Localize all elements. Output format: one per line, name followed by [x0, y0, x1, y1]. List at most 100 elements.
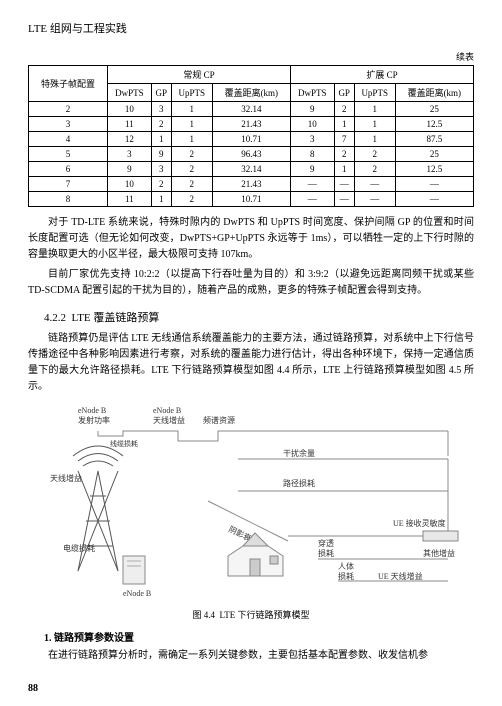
label-ant-gain-tx: 天线增益: [50, 473, 82, 483]
table-cell: 7: [29, 177, 108, 192]
table-row: 7102221.43————: [29, 177, 474, 192]
table-cell: 3: [29, 117, 108, 132]
figure-4-4: eNode B 发射功率 eNode B 天线增益 频谱资源 线缆损耗 干扰余量…: [28, 401, 474, 604]
continue-table-label: 续表: [28, 50, 474, 63]
table-row: 539296.4382225: [29, 147, 474, 162]
table-cell: 9: [290, 102, 334, 117]
table-cell: 3: [290, 132, 334, 147]
table-cell: 1: [354, 102, 395, 117]
subsection-title: 1. 链路预算参数设置: [44, 629, 474, 644]
table-row: 693232.1491212.5: [29, 162, 474, 177]
table-cell: 25: [395, 102, 473, 117]
table-cell: 2: [334, 102, 354, 117]
subsection-number: 1.: [44, 633, 52, 644]
table-cell: 2: [334, 147, 354, 162]
table-cell: —: [395, 177, 473, 192]
table-cell: 2: [354, 147, 395, 162]
paragraph-2: 目前厂家优先支持 10:2:2（以提高下行吞吐量为目的）和 3:9:2（以避免远…: [28, 267, 474, 299]
section-title: 4.2.2 LTE 覆盖链路预算: [44, 309, 474, 325]
table-cell: 3: [108, 147, 152, 162]
col-group-normal-cp: 常规 CP: [108, 66, 291, 84]
table-row: 8111210.71————: [29, 192, 474, 207]
table-row: 4121110.7137187.5: [29, 132, 474, 147]
table-row: 3112121.43101112.5: [29, 117, 474, 132]
enodeb-box-icon: [123, 556, 145, 584]
label-power: 发射功率: [78, 415, 110, 425]
table-cell: 9: [290, 162, 334, 177]
col-gp-1: GP: [151, 84, 171, 102]
col-dist-1: 覆盖距离(km): [212, 84, 290, 102]
subsection-name: 链路预算参数设置: [54, 633, 134, 644]
table-cell: 96.43: [212, 147, 290, 162]
table-cell: 9: [108, 162, 152, 177]
table-cell: —: [290, 177, 334, 192]
label-pen-loss: 损耗: [318, 548, 334, 558]
table-cell: —: [354, 192, 395, 207]
table-cell: —: [290, 192, 334, 207]
table-cell: 10: [108, 102, 152, 117]
table-cell: 2: [151, 177, 171, 192]
col-gp-2: GP: [334, 84, 354, 102]
table-cell: 2: [354, 162, 395, 177]
label-ue-cable: 其他增益: [423, 548, 455, 558]
page-number: 88: [28, 683, 38, 694]
table-cell: 7: [334, 132, 354, 147]
label-pathloss: 路径损耗: [283, 478, 315, 488]
table-cell: 32.14: [212, 162, 290, 177]
table-cell: 12.5: [395, 117, 473, 132]
table-cell: 10.71: [212, 132, 290, 147]
table-cell: 21.43: [212, 117, 290, 132]
figure-number: 图 4.4: [193, 610, 216, 620]
table-cell: 1: [171, 102, 212, 117]
label-cable: 线缆损耗: [110, 439, 138, 448]
figure-title: LTE 下行链路预算模型: [220, 610, 310, 620]
table-cell: 1: [151, 132, 171, 147]
table-cell: 11: [108, 192, 152, 207]
col-uppts-2: UpPTS: [354, 84, 395, 102]
table-cell: 8: [290, 147, 334, 162]
label-ant-sub: 天线增益: [153, 415, 185, 425]
table-cell: 2: [171, 147, 212, 162]
table-cell: 2: [171, 192, 212, 207]
page-title: LTE 组网与工程实践: [28, 20, 474, 36]
table-cell: —: [354, 177, 395, 192]
table-cell: 10: [290, 117, 334, 132]
table-cell: 1: [334, 162, 354, 177]
label-enodeb-ant: eNode B: [153, 406, 181, 415]
table-cell: 12.5: [395, 162, 473, 177]
house-icon: [228, 533, 283, 576]
paragraph-4: 在进行链路预算分析时，需确定一系列关键参数，主要包括基本配置参数、收发信机参: [28, 648, 474, 664]
table-cell: 1: [354, 117, 395, 132]
paragraph-1: 对于 TD-LTE 系统来说，特殊时隙内的 DwPTS 和 UpPTS 时间宽度…: [28, 215, 474, 263]
table-cell: 25: [395, 147, 473, 162]
table-cell: —: [334, 192, 354, 207]
table-cell: 87.5: [395, 132, 473, 147]
table-cell: 10.71: [212, 192, 290, 207]
table-cell: 1: [334, 117, 354, 132]
table-cell: —: [395, 192, 473, 207]
col-dwpts-2: DwPTS: [290, 84, 334, 102]
col-uppts-1: UpPTS: [171, 84, 212, 102]
table-cell: 4: [29, 132, 108, 147]
col-header-config: 特殊子帧配置: [29, 66, 108, 102]
table-cell: 2: [29, 102, 108, 117]
table-cell: 5: [29, 147, 108, 162]
col-dist-2: 覆盖距离(km): [395, 84, 473, 102]
table-cell: 9: [151, 147, 171, 162]
label-interf: 干扰余量: [283, 448, 315, 458]
table-cell: 2: [171, 162, 212, 177]
config-table: 特殊子帧配置 常规 CP 扩展 CP DwPTS GP UpPTS 覆盖距离(k…: [28, 65, 474, 207]
label-ue-sens: UE 接收灵敏度: [393, 518, 446, 528]
table-cell: 21.43: [212, 177, 290, 192]
table-cell: 1: [171, 117, 212, 132]
col-group-extended-cp: 扩展 CP: [290, 66, 473, 84]
section-name: LTE 覆盖链路预算: [72, 312, 160, 324]
label-ue-ant: UE 天线增益: [378, 571, 423, 581]
table-cell: 6: [29, 162, 108, 177]
label-body: 人体: [338, 561, 354, 571]
label-body-loss: 损耗: [338, 571, 354, 581]
table-cell: 2: [151, 117, 171, 132]
table-cell: 2: [171, 177, 212, 192]
table-cell: 32.14: [212, 102, 290, 117]
table-cell: 1: [151, 192, 171, 207]
